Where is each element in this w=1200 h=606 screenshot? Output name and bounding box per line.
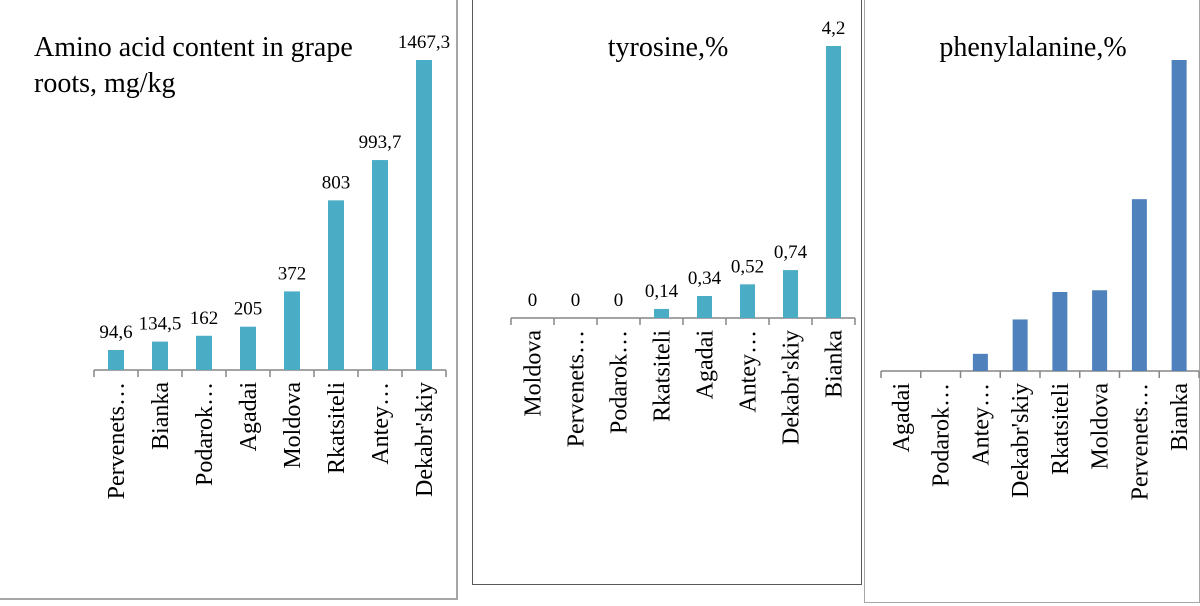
category-label: Podarok… — [607, 330, 633, 434]
chart-title: phenylalanine,% — [939, 32, 1127, 63]
data-label: 993,7 — [359, 132, 402, 153]
chart-panel-tyrosine: tyrosine,% 0 Moldova 0 Pervenets… 0 Podarok… 0… — [472, 0, 862, 585]
bar — [826, 46, 841, 318]
bar — [328, 200, 344, 370]
category-label: Bianka — [148, 382, 174, 450]
category-label: Antey… — [736, 330, 762, 413]
bar — [1171, 60, 1187, 371]
data-label: 205 — [234, 299, 263, 320]
bar — [654, 308, 669, 318]
bar — [152, 341, 168, 370]
category-label: Dekabr'skiy — [779, 330, 805, 445]
category-label: Rkatsiteli — [324, 382, 350, 474]
category-label: Podarok… — [929, 383, 955, 487]
bar — [1052, 291, 1068, 371]
data-label: 0 — [614, 290, 624, 311]
category-label: Moldova — [521, 330, 547, 417]
chart-panel-phenylalanine: phenylalanine,% Agadai Podarok… Antey… Deka… — [864, 0, 1200, 603]
data-label: 134,5 — [139, 314, 182, 335]
data-label: 0 — [528, 290, 538, 311]
data-label: 1467,3 — [398, 32, 450, 53]
category-label: Bianka — [1167, 383, 1193, 451]
category-label: Bianka — [822, 330, 848, 398]
bar — [1092, 290, 1108, 371]
category-label: Moldova — [280, 382, 306, 469]
bar — [1131, 199, 1147, 371]
data-label: 0,74 — [774, 242, 808, 263]
data-label: 803 — [322, 172, 351, 193]
category-label: Pervenets… — [104, 382, 130, 499]
data-label: 4,2 — [822, 18, 846, 39]
category-label: Pervenets… — [1127, 383, 1153, 500]
tyrosine-bar-chart: 0 Moldova 0 Pervenets… 0 Podarok… 0,14 Rkatsite… — [510, 18, 856, 447]
phenylalanine-bar-chart: Agadai Podarok… Antey… Dekabr'skiy Rkatsitel… — [880, 60, 1200, 500]
category-label: Antey… — [368, 382, 394, 465]
bar — [783, 270, 798, 318]
bar — [1012, 319, 1028, 371]
bar — [240, 326, 256, 370]
amino-acid-bar-chart: 94,6 Pervenets… 134,5 Bianka 162 Podarok… 205 A… — [93, 32, 450, 499]
chart-panel-amino-acid: Amino acid content in grape roots, mg/kg… — [0, 0, 458, 600]
chart-title: tyrosine,% — [607, 32, 729, 63]
bar — [108, 350, 124, 370]
bar — [740, 284, 755, 318]
bar — [697, 295, 712, 318]
data-label: 372 — [278, 263, 307, 284]
category-label: Podarok… — [192, 382, 218, 486]
bar — [416, 60, 432, 370]
category-label: Pervenets… — [564, 330, 590, 447]
chart-title: Amino acid content in grape roots, mg/kg — [34, 32, 353, 99]
data-label: 94,6 — [99, 322, 132, 343]
category-label: Agadai — [693, 330, 719, 400]
data-label: 0,34 — [688, 268, 722, 289]
category-label: Rkatsiteli — [1048, 383, 1074, 475]
category-label: Rkatsiteli — [650, 330, 676, 422]
data-label: 0 — [571, 290, 581, 311]
bar — [196, 335, 212, 370]
category-label: Agadai — [889, 383, 915, 453]
data-label: 162 — [190, 308, 219, 329]
category-label: Antey… — [968, 383, 994, 466]
category-label: Moldova — [1088, 383, 1114, 470]
bar — [284, 291, 300, 370]
category-label: Agadai — [236, 382, 262, 452]
category-label: Dekabr'skiy — [1008, 383, 1034, 498]
data-label: 0,14 — [645, 281, 679, 302]
bar — [972, 353, 988, 371]
bar — [372, 160, 388, 370]
data-label: 0,52 — [731, 256, 764, 277]
category-label: Dekabr'skiy — [412, 382, 438, 497]
